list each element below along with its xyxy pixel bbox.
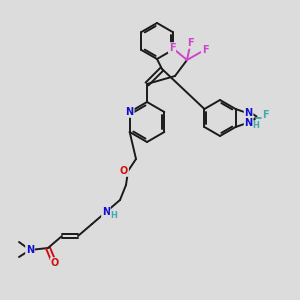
Text: F: F	[262, 110, 269, 120]
Text: F: F	[169, 43, 175, 53]
Text: F: F	[187, 38, 193, 48]
Text: N: N	[102, 207, 110, 217]
Text: N: N	[244, 109, 253, 118]
Text: H: H	[111, 211, 117, 220]
Text: O: O	[120, 166, 128, 176]
Text: H: H	[252, 121, 259, 130]
Text: O: O	[51, 258, 59, 268]
Text: N: N	[244, 118, 253, 128]
Text: F: F	[202, 45, 208, 55]
Text: N: N	[126, 107, 134, 117]
Text: N: N	[26, 245, 34, 255]
